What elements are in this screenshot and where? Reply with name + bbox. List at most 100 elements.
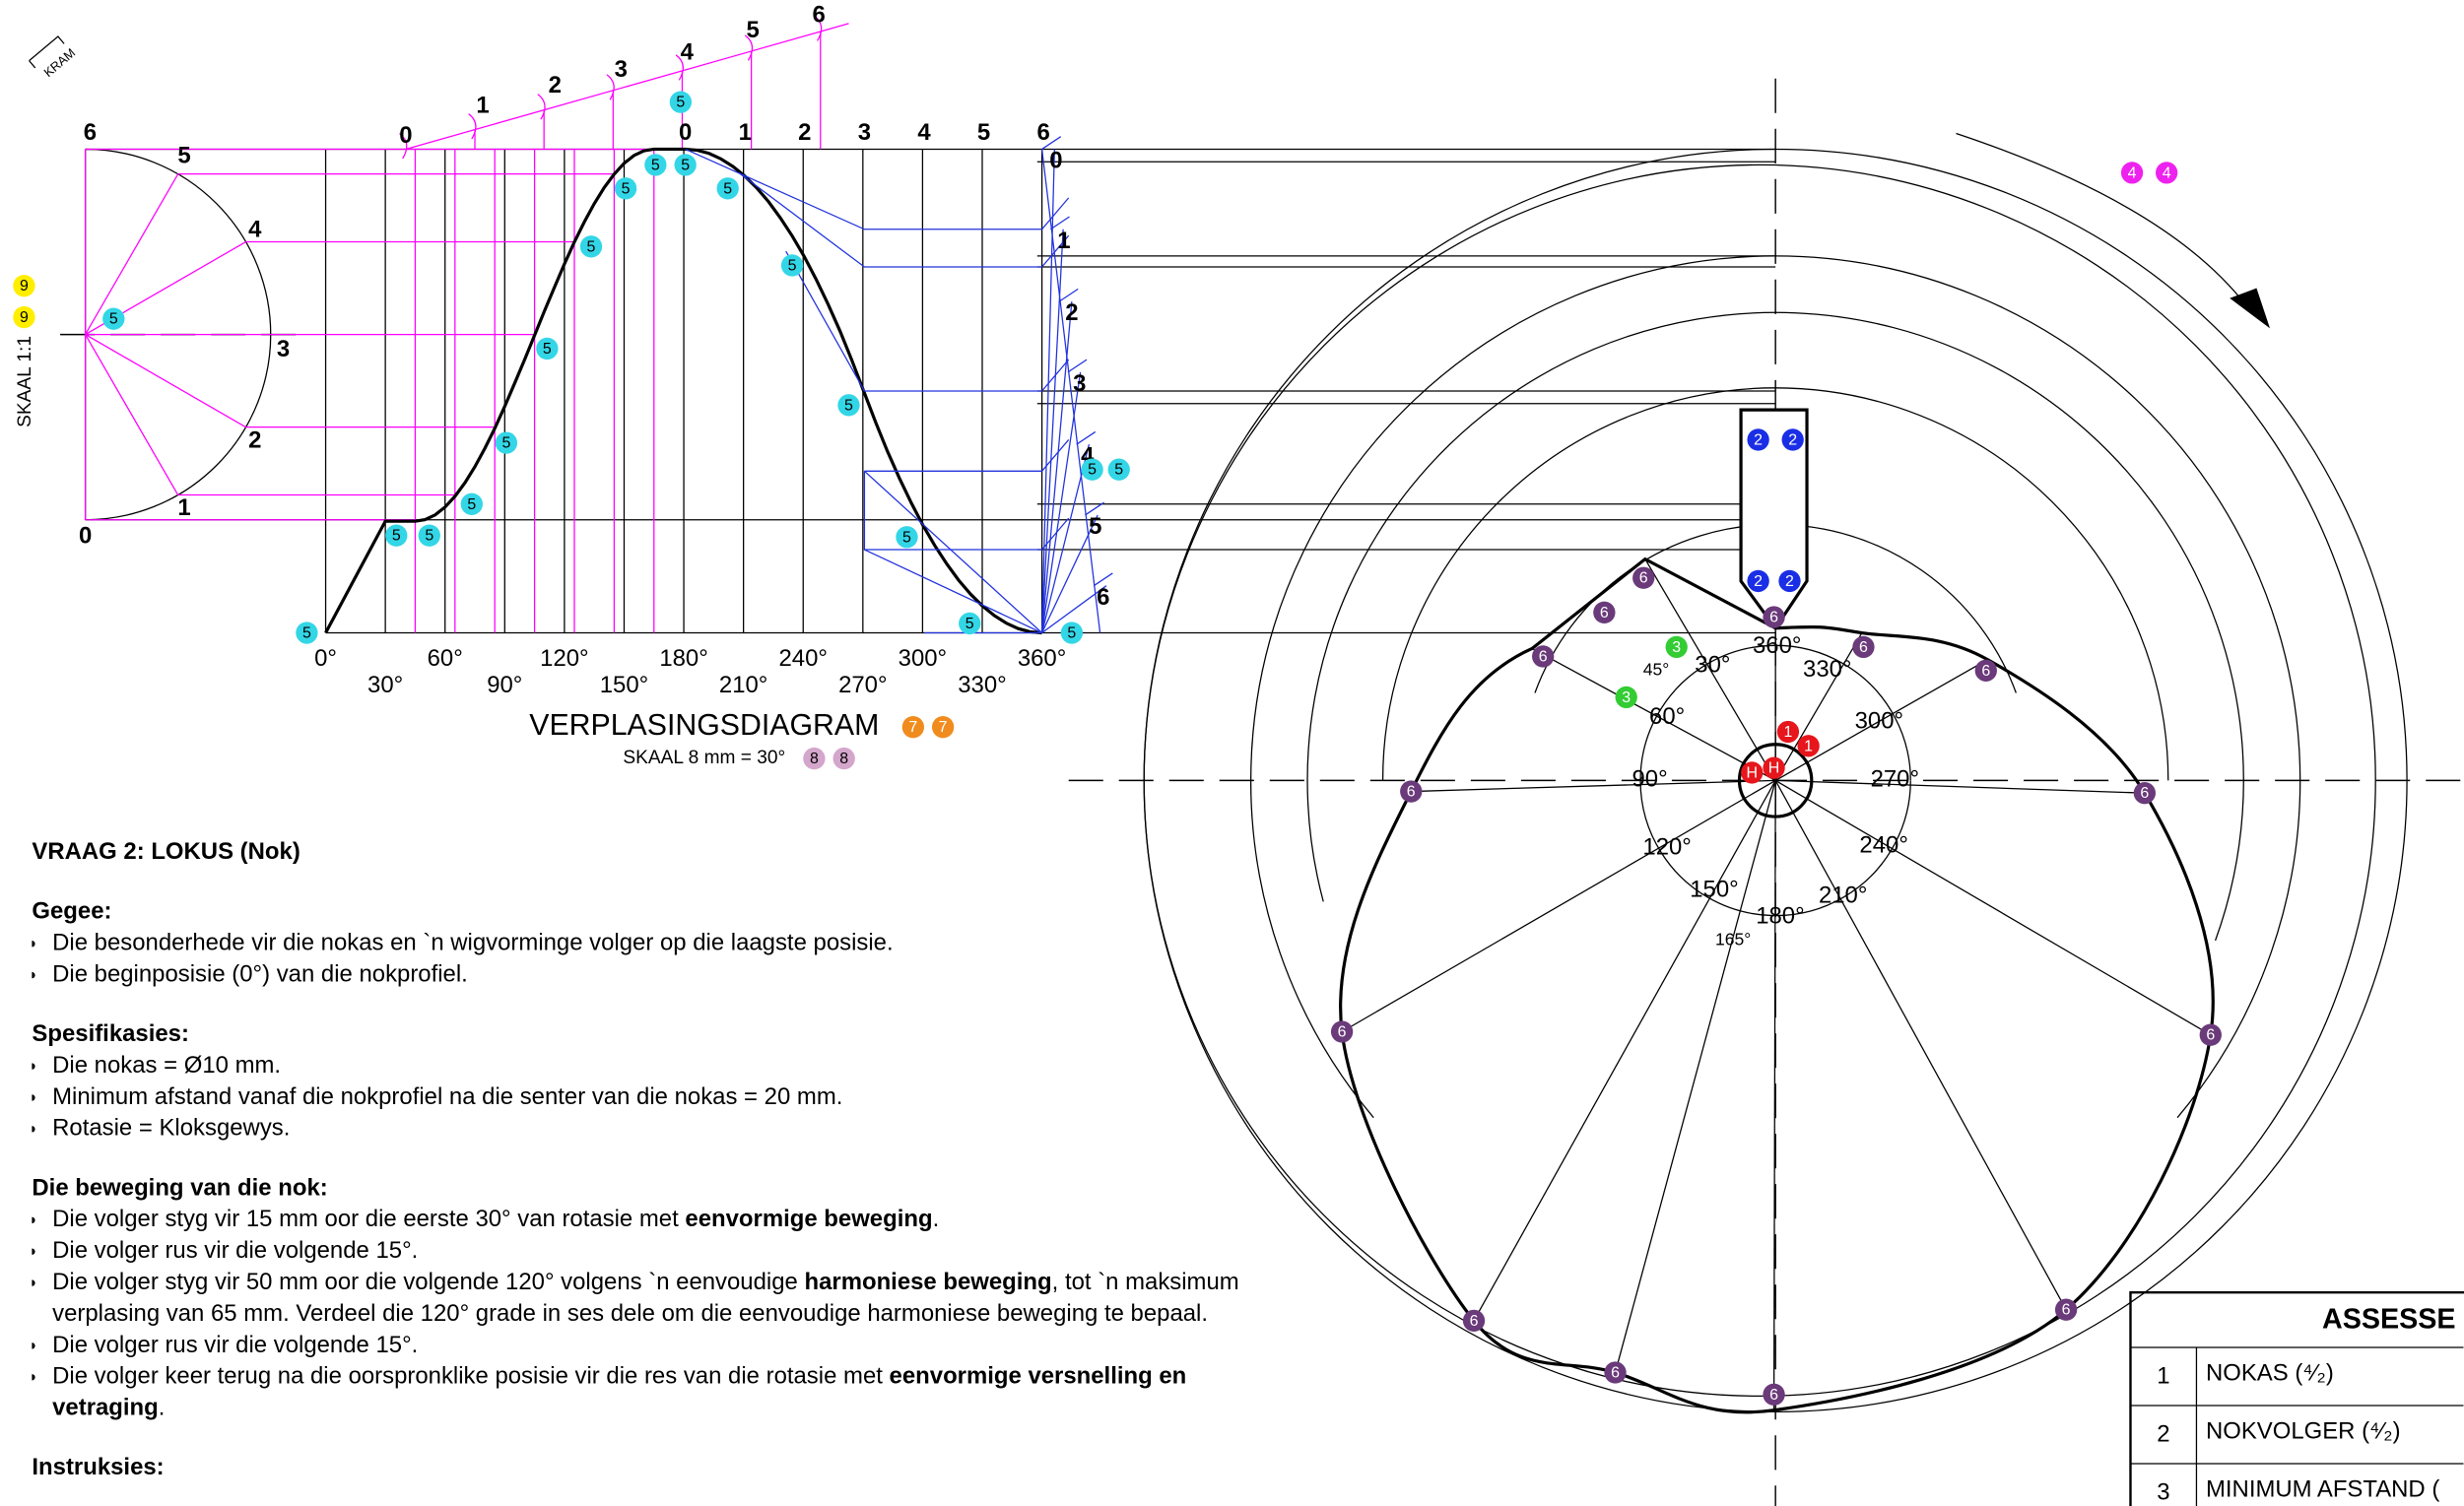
marker-label: 5 (676, 95, 685, 111)
label: 3 (858, 119, 871, 146)
bullet-list: Die volger styg vir 15 mm oor die eerste… (32, 1205, 1273, 1424)
marker-badge (2120, 162, 2144, 184)
kram-icon: KRAM (29, 35, 78, 80)
label: 0° (314, 645, 337, 672)
label: 0 (679, 119, 692, 146)
label: 90° (487, 672, 522, 698)
marker-label: 5 (392, 528, 401, 545)
section-heading: Spesifikasies: (32, 1020, 189, 1048)
label: 6 (84, 119, 97, 146)
marker-badge (460, 492, 483, 515)
label: 270° (838, 672, 887, 698)
marker-label: 6 (2140, 785, 2149, 802)
marker-badge (2199, 1023, 2222, 1046)
marker-badge (1532, 645, 1555, 668)
ray (1774, 659, 1988, 781)
marker-badge (901, 716, 925, 739)
text-segment: . (158, 1394, 166, 1421)
marker-label: 6 (1981, 663, 1990, 680)
question-text: VRAAG 2: LOKUS (Nok) Gegee: Die besonderh… (32, 837, 1273, 1484)
marker-badge (959, 612, 981, 635)
marker-label: 5 (302, 625, 311, 642)
marker-label: 5 (1088, 462, 1097, 479)
slant-scale (405, 23, 849, 151)
bullet-list: Die besonderhede vir die nokas en `n wig… (32, 928, 1273, 991)
text-segment: Die beginposisie (0°) van die nokprofiel… (52, 960, 468, 988)
outer-circle (1143, 164, 2376, 1398)
section-heading: Gegee: (32, 897, 112, 926)
label: 60° (1649, 703, 1685, 730)
question-title: VRAAG 2: LOKUS (Nok) (32, 838, 300, 866)
marker-badge (418, 524, 440, 547)
text-segment: Die volger rus vir die volgende 15°. (52, 1237, 419, 1265)
row-label: NOKAS (⁴⁄₂) (2206, 1359, 2334, 1386)
label: 270° (1871, 766, 1919, 793)
marker-badge (1852, 635, 1875, 659)
ray (1644, 558, 1776, 781)
marker-label: 5 (902, 529, 911, 546)
marker-badge (669, 91, 693, 113)
marker-label: 5 (109, 311, 118, 328)
marker-badge (13, 275, 35, 297)
label: 120° (540, 645, 588, 672)
cam-profile (1339, 557, 2215, 1414)
label: 300° (1855, 708, 1903, 735)
marker-badge (674, 154, 697, 176)
label: 0 (399, 122, 412, 149)
blue-construction (863, 471, 1070, 551)
ray (1411, 779, 1776, 793)
marker-badge (931, 716, 955, 739)
radial-division (85, 334, 179, 495)
marker-badge (579, 235, 603, 258)
label: 0 (1049, 148, 1062, 174)
marker-label: 5 (1067, 625, 1076, 642)
label: 3 (1073, 370, 1086, 397)
marker-badge (1604, 1361, 1627, 1384)
marker-label: 5 (681, 157, 690, 173)
marker-label: 6 (1639, 570, 1648, 587)
ray (1774, 780, 2067, 1311)
scale-label: SKAAL 1:1 (15, 336, 35, 427)
label: 180° (1756, 902, 1804, 929)
blue-fan (1040, 149, 1055, 633)
text-segment: Die nokas = Ø10 mm. (52, 1052, 282, 1080)
marker-badge (614, 177, 637, 200)
marker-label: 3 (1622, 689, 1631, 706)
marker-label: 6 (1611, 1364, 1620, 1381)
blue-construction (785, 250, 1070, 392)
marker-badge (1763, 756, 1785, 779)
label: 1 (739, 119, 752, 146)
diagram-title: VERPLASINGSDIAGRAM (529, 709, 879, 742)
label: 4 (681, 39, 695, 66)
label: 150° (600, 672, 648, 698)
text-segment: Die volger keer terug na die oorspronkli… (52, 1362, 890, 1391)
text-segment: eenvormige versnelling en vetraging (52, 1362, 1187, 1421)
label: 3 (615, 56, 628, 83)
label: 6 (813, 1, 826, 28)
ray (1772, 780, 1776, 1410)
blue-tick (1049, 216, 1070, 230)
row-number: 3 (2157, 1479, 2169, 1506)
marker-badge (1060, 622, 1084, 644)
marker-label: 5 (1114, 462, 1123, 479)
marker-label: 6 (1859, 639, 1868, 656)
marker-label: H (1768, 760, 1780, 777)
marker-label: 6 (1769, 1387, 1778, 1404)
marker-label: 6 (1539, 648, 1548, 665)
marker-badge (1632, 566, 1655, 589)
marker-badge (1081, 458, 1103, 481)
marker-label: 7 (908, 719, 917, 736)
label: 5 (977, 119, 990, 146)
label: 1 (177, 494, 190, 521)
marker-badge (803, 747, 826, 770)
ray (1775, 779, 2145, 794)
marker-label: 6 (1338, 1024, 1347, 1041)
label: 210° (719, 672, 767, 698)
label: 360° (1753, 632, 1801, 659)
blue-construction (864, 549, 1042, 634)
marker-badge (1797, 735, 1820, 757)
marker-label: 6 (2206, 1027, 2215, 1044)
marker-label: 5 (788, 257, 797, 274)
